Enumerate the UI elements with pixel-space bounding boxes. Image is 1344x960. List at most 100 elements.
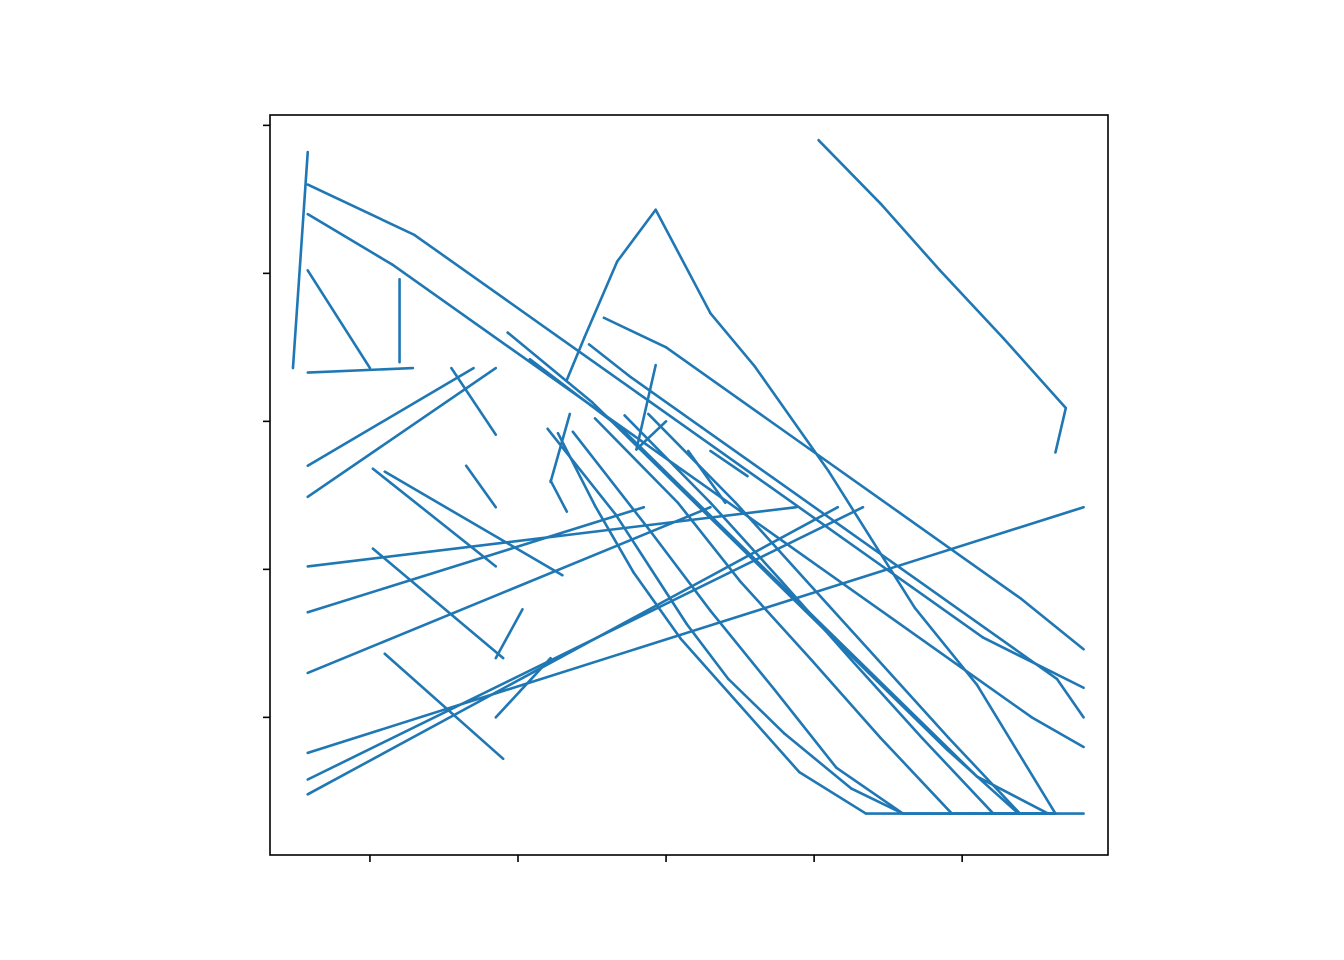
voronoi-edge — [709, 449, 749, 478]
voronoi-edge — [772, 687, 838, 769]
voronoi-edge — [949, 547, 1023, 601]
voronoi-edges — [291, 138, 1085, 815]
voronoi-edge — [833, 636, 908, 709]
voronoi-edge — [1002, 337, 1068, 410]
voronoi-edge — [635, 363, 657, 451]
voronoi-edge — [306, 212, 394, 266]
voronoi-edge — [709, 609, 776, 691]
voronoi-edge — [620, 427, 695, 500]
voronoi-edge — [464, 464, 498, 509]
voronoi-edge — [494, 656, 552, 719]
voronoi-edge — [494, 608, 524, 660]
voronoi-edge — [874, 679, 949, 752]
voronoi-edge — [664, 346, 739, 399]
voronoi-edge — [484, 283, 558, 337]
voronoi-edge — [306, 183, 416, 237]
voronoi-edge — [947, 736, 1022, 815]
voronoi-edge — [661, 470, 736, 543]
voronoi-edge — [306, 505, 646, 614]
voronoi-edge — [676, 501, 742, 583]
voronoi-edge — [587, 343, 632, 379]
voronoi-edge — [685, 622, 730, 681]
voronoi-edge — [783, 732, 853, 790]
voronoi-edge — [697, 434, 771, 488]
voronoi-edge — [946, 748, 1020, 815]
voronoi-edge — [549, 479, 569, 513]
x-axis-ticks — [369, 855, 963, 862]
voronoi-edge — [546, 427, 618, 516]
voronoi-edge — [390, 263, 465, 317]
y-axis-ticks — [263, 124, 270, 719]
voronoi-edge — [571, 430, 653, 534]
voronoi-edge — [691, 497, 766, 570]
voronoi-edge — [938, 269, 1005, 340]
voronoi-edge — [842, 526, 917, 580]
voronoi-edge — [700, 425, 774, 479]
voronoi-edge — [593, 417, 680, 505]
voronoi-edge — [839, 535, 914, 589]
voronoi-edge — [1054, 406, 1068, 454]
voronoi-edge — [877, 497, 952, 550]
voronoi-edge — [849, 787, 905, 815]
voronoi-edge — [646, 412, 737, 505]
voronoi-edge — [291, 150, 310, 370]
voronoi-edge — [306, 505, 712, 675]
voronoi-edge — [920, 736, 995, 815]
voronoi-edge — [738, 579, 813, 661]
voronoi-edge — [913, 576, 988, 630]
voronoi-edge — [746, 514, 820, 568]
voronoi-edge — [735, 396, 810, 450]
voronoi-edge — [762, 566, 837, 639]
voronoi-edge — [614, 513, 653, 571]
voronoi-edge — [709, 501, 783, 583]
voronoi-edge — [461, 313, 536, 367]
voronoi-edge — [805, 579, 880, 661]
voronoi-edge — [959, 665, 1034, 719]
voronoi-edge — [726, 677, 786, 735]
voronoi-edge — [771, 476, 846, 530]
voronoi-edge — [888, 615, 962, 669]
voronoi-edge — [879, 736, 954, 815]
voronoi-edge — [1030, 716, 1085, 749]
voronoi-edge — [649, 531, 712, 613]
voronoi-edge — [1055, 677, 1085, 719]
voronoi-edge — [626, 384, 700, 438]
voronoi-edge — [556, 431, 597, 508]
voronoi-edge — [803, 609, 878, 682]
voronoi-edge — [306, 366, 415, 374]
voronoi-edge — [506, 331, 594, 404]
voronoi-edge — [593, 504, 635, 574]
voronoi-edge — [738, 704, 801, 774]
voronoi-edge — [413, 233, 487, 287]
voronoi-edge — [910, 585, 985, 639]
voronoi-edge — [1020, 597, 1085, 651]
voronoi-edge — [879, 202, 942, 272]
voronoi-edge — [549, 412, 572, 484]
voronoi-edge — [371, 547, 505, 660]
voronoi-edge — [306, 505, 1085, 755]
voronoi-edge — [604, 414, 678, 468]
plot-frame — [269, 114, 1109, 856]
voronoi-edge — [768, 485, 843, 539]
voronoi-edge — [555, 334, 629, 388]
voronoi-edge — [827, 470, 917, 610]
voronoi-edge — [615, 208, 657, 263]
voronoi-edge — [654, 208, 712, 315]
voronoi-edge — [806, 446, 881, 500]
voronoi-edge — [876, 658, 951, 740]
voronoi-edge — [602, 316, 668, 349]
voronoi-edge — [583, 260, 619, 339]
voronoi-edge — [532, 363, 607, 417]
voronoi-edge — [675, 464, 749, 518]
voronoi-edge — [835, 766, 905, 815]
voronoi-edge — [629, 375, 703, 429]
voronoi-edge — [450, 366, 498, 436]
voronoi-edge — [306, 366, 475, 468]
voronoi-edge — [817, 138, 883, 206]
voronoi-edge — [632, 571, 683, 641]
voronoi-edge — [732, 539, 807, 613]
voronoi-edge — [565, 335, 586, 382]
voronoi-edge — [679, 637, 742, 707]
voronoi-edge — [975, 683, 1057, 815]
